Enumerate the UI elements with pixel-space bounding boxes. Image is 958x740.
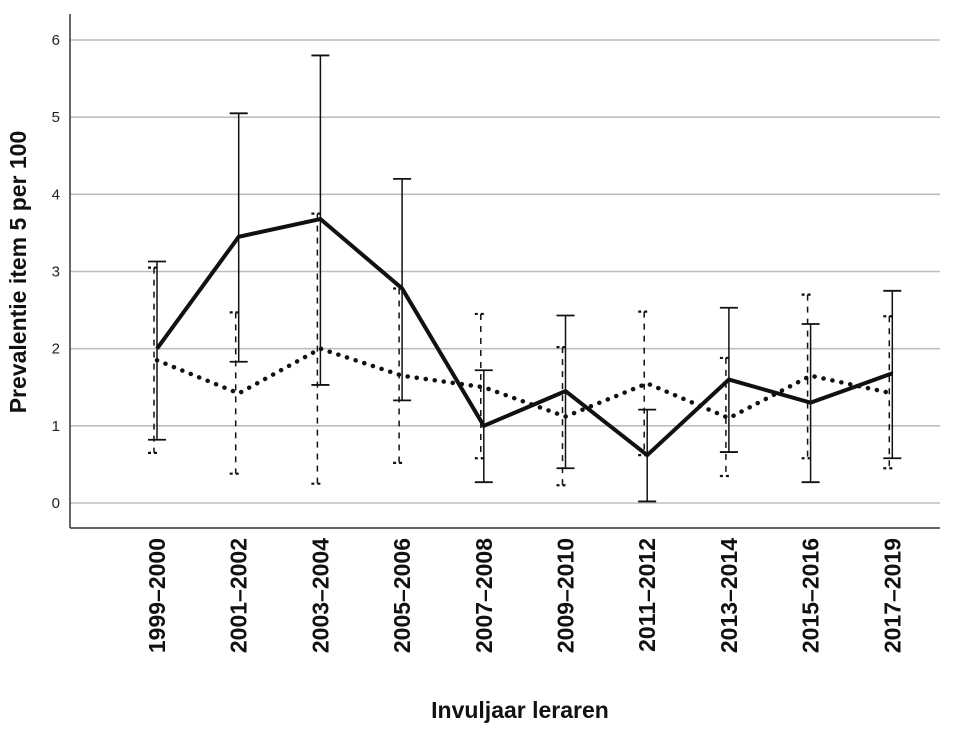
y-tick-label-6: 6 bbox=[52, 32, 60, 49]
x-tick-label-2005–2006: 2005–2006 bbox=[389, 538, 415, 653]
x-tick-label-2007–2008: 2007–2008 bbox=[471, 538, 497, 653]
series-line-2 bbox=[154, 346, 895, 421]
x-tick-label-2011–2012: 2011–2012 bbox=[634, 538, 660, 652]
y-tick-label-5: 5 bbox=[52, 109, 60, 126]
x-tick-label-2015–2016: 2015–2016 bbox=[798, 538, 824, 653]
error-bar-s2-6 bbox=[638, 310, 651, 457]
error-bar-s2-5 bbox=[556, 346, 569, 487]
x-tick-label-2013–2014: 2013–2014 bbox=[716, 538, 742, 653]
series-1 bbox=[148, 54, 902, 503]
error-bar-s2-7 bbox=[719, 356, 732, 478]
axes bbox=[69, 14, 940, 529]
y-tick-label-0: 0 bbox=[52, 495, 60, 512]
x-tick-label-2003–2004: 2003–2004 bbox=[307, 538, 333, 653]
y-tick-label-3: 3 bbox=[52, 264, 60, 281]
error-bar-s2-2 bbox=[311, 212, 324, 485]
y-tick-label-4: 4 bbox=[52, 186, 60, 203]
x-tick-label-2001–2002: 2001–2002 bbox=[226, 538, 252, 653]
y-tick-label-1: 1 bbox=[52, 418, 60, 435]
x-tick-labels: 1999–2000 2001–2002 2003–2004 2005–2006 2007… bbox=[144, 538, 905, 653]
x-tick-label-1999–2000: 1999–2000 bbox=[144, 538, 170, 653]
error-bar-s2-0 bbox=[148, 266, 160, 454]
x-tick-label-2009–2010: 2009–2010 bbox=[553, 538, 579, 653]
y-tick-labels: 0 1 2 3 4 5 6 bbox=[52, 32, 60, 512]
series-line-1 bbox=[155, 216, 893, 458]
error-bar-s1-0 bbox=[148, 260, 166, 441]
error-bar-s2-1 bbox=[229, 311, 242, 475]
y-axis-title: Prevalentie item 5 per 100 bbox=[5, 131, 31, 414]
x-axis-title: Invuljaar leraren bbox=[431, 697, 609, 723]
x-tick-label-2017–2019: 2017–2019 bbox=[879, 538, 905, 653]
series-2 bbox=[148, 212, 896, 487]
gridlines bbox=[70, 39, 940, 504]
error-bar-s2-8 bbox=[801, 293, 814, 460]
y-tick-label-2: 2 bbox=[52, 341, 60, 358]
series-group bbox=[148, 54, 902, 503]
error-bar-s2-9 bbox=[883, 315, 896, 470]
